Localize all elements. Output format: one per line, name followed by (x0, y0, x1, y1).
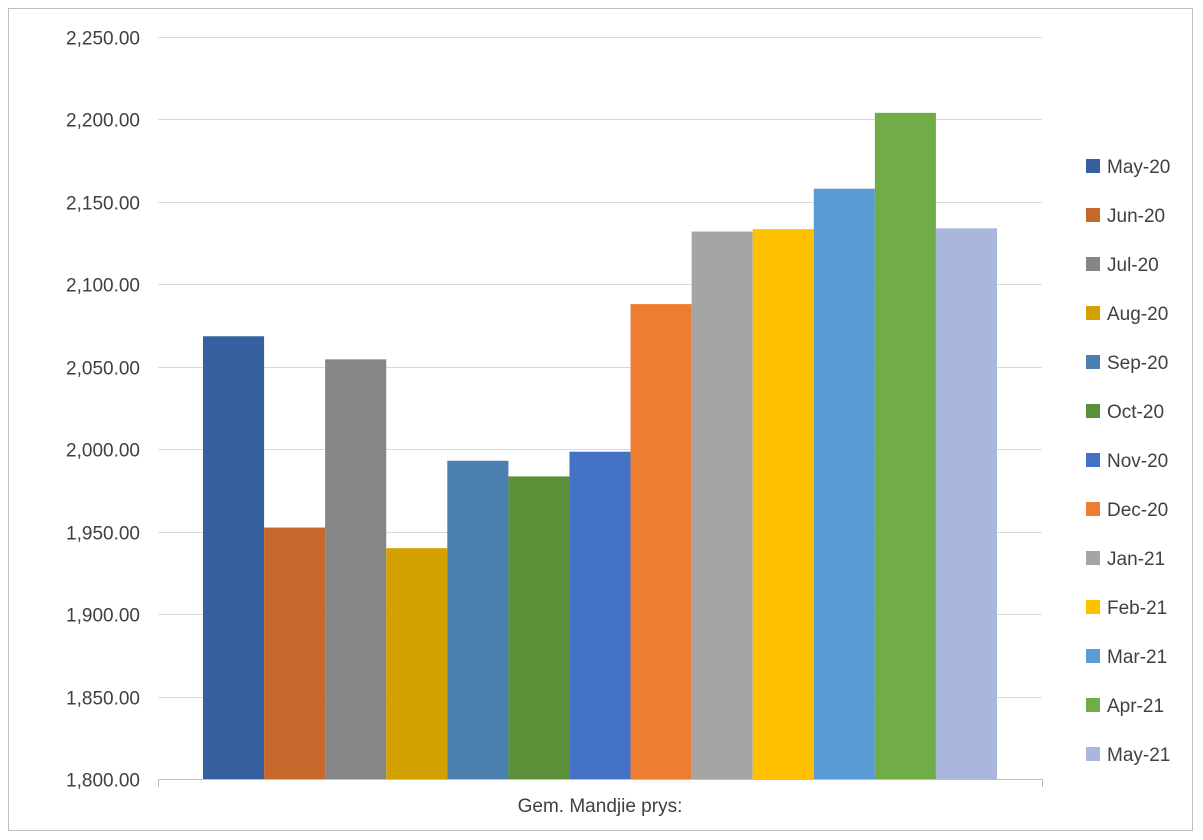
legend-label: Apr-21 (1107, 696, 1164, 717)
bar-apr-21 (874, 112, 936, 780)
bar-nov-20 (569, 451, 631, 779)
legend-label: Dec-20 (1107, 500, 1168, 521)
y-tick-label: 2,250.00 (66, 29, 140, 50)
legend-label: May-21 (1107, 745, 1170, 766)
legend-swatch (1086, 600, 1100, 614)
legend-swatch (1086, 355, 1100, 369)
legend-label: Nov-20 (1107, 451, 1168, 472)
y-tick-label: 2,050.00 (66, 359, 140, 380)
bar-dec-20 (630, 304, 692, 779)
legend-label: Jun-20 (1107, 206, 1165, 227)
y-axis-tick-labels: 1,800.00 1,850.00 1,900.00 1,950.00 2,000.00… (66, 29, 140, 792)
y-tick-label: 2,200.00 (66, 111, 140, 132)
bar-may-20 (203, 336, 265, 779)
legend-swatch (1086, 208, 1100, 222)
y-tick-label: 1,950.00 (66, 524, 140, 545)
y-tick-label: 2,100.00 (66, 276, 140, 297)
bar-jun-20 (264, 527, 326, 779)
bar-feb-21 (752, 229, 814, 780)
x-axis: Gem. Mandjie prys: (158, 779, 1043, 817)
bars (203, 112, 997, 780)
legend-swatch (1086, 747, 1100, 761)
x-category-label: Gem. Mandjie prys: (518, 796, 683, 817)
y-tick-label: 2,000.00 (66, 441, 140, 462)
y-tick-label: 1,900.00 (66, 606, 140, 627)
legend-label: Jan-21 (1107, 549, 1165, 570)
y-tick-label: 2,150.00 (66, 194, 140, 215)
legend-swatch (1086, 453, 1100, 467)
legend-label: Sep-20 (1107, 353, 1168, 374)
legend-label: Feb-21 (1107, 598, 1167, 619)
legend-swatch (1086, 551, 1100, 565)
bar-aug-20 (386, 548, 448, 779)
legend-label: Jul-20 (1107, 255, 1159, 276)
legend-swatch (1086, 698, 1100, 712)
legend-label: Mar-21 (1107, 647, 1167, 668)
bar-sep-20 (447, 460, 509, 779)
legend-swatch (1086, 257, 1100, 271)
legend-swatch (1086, 649, 1100, 663)
legend-swatch (1086, 306, 1100, 320)
legend-swatch (1086, 159, 1100, 173)
legend-label: Aug-20 (1107, 304, 1168, 325)
bar-jan-21 (691, 231, 753, 779)
bar-mar-21 (813, 188, 875, 779)
y-tick-label: 1,850.00 (66, 689, 140, 710)
bar-may-21 (935, 228, 997, 779)
legend-swatch (1086, 502, 1100, 516)
bar-oct-20 (508, 476, 570, 779)
legend-swatch (1086, 404, 1100, 418)
bar-jul-20 (325, 359, 387, 779)
legend-label: May-20 (1107, 157, 1170, 178)
legend-label: Oct-20 (1107, 402, 1164, 423)
y-tick-label: 1,800.00 (66, 771, 140, 792)
legend: May-20 Jun-20 Jul-20 Aug-20 Sep-20 Oct-20 Nov-… (1086, 157, 1170, 766)
